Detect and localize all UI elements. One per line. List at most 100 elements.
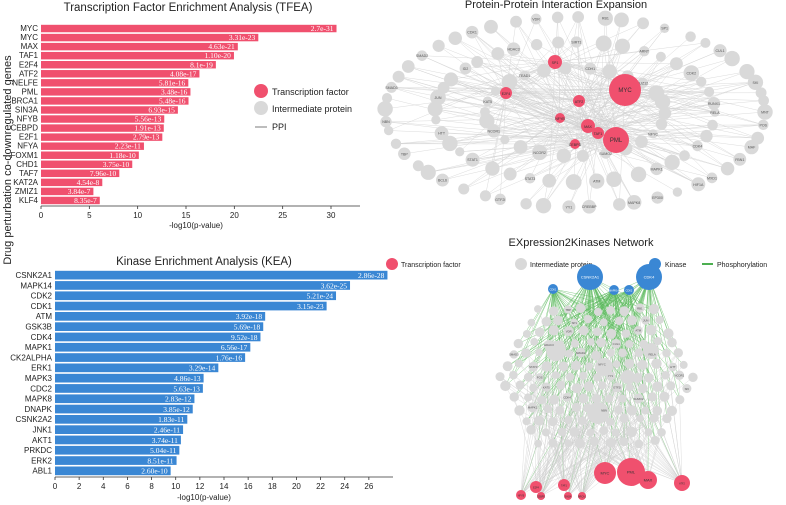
ppi-edge: [597, 81, 702, 134]
ppi-node: [696, 76, 707, 87]
x2k-node: [578, 325, 589, 336]
ppi-edge: [391, 87, 580, 102]
ppi-node: [380, 116, 392, 128]
x2k-node: [651, 358, 662, 369]
x2k-node: [645, 324, 657, 336]
x2k-ppi-edge: [540, 432, 616, 497]
x2k-node-label: HTT: [670, 365, 676, 369]
x2k-node-label: ATM: [635, 329, 641, 333]
ppi-node-label: GTF2I: [495, 198, 505, 202]
x2k-tf-label: BRCA1: [578, 496, 587, 499]
x2k-node: [612, 360, 621, 369]
value-label: 6.93e-15: [148, 106, 175, 115]
ppi-node: [491, 47, 505, 61]
ppi-node-label: HDAC3: [508, 48, 520, 52]
ppi-edge: [505, 92, 678, 193]
bar-dnapk: [55, 404, 193, 414]
ppi-tf-node: [592, 127, 604, 139]
x2k-ppi-edge: [526, 333, 542, 497]
ppi-edge: [465, 68, 576, 145]
x2k-node: [502, 361, 513, 372]
value-label: 5.21e-24: [307, 292, 334, 301]
ppi-tf-node: [603, 127, 629, 153]
x2k-node-label: NBN: [601, 408, 607, 412]
x2k-node: [606, 348, 615, 357]
x2k-node-label: NCOR1: [674, 373, 684, 377]
ppi-edge: [398, 76, 599, 134]
x2k-phospho-edge: [613, 289, 625, 378]
x2k-legend-node-swatch: [515, 258, 527, 270]
bar-chd1: [41, 160, 133, 168]
x2k-tf-node: [594, 462, 616, 484]
ppi-node: [655, 118, 668, 130]
ppi-legend: Transcription factor Intermediate protei…: [254, 84, 352, 132]
category-label: ABL1: [32, 467, 52, 476]
x2k-node: [636, 414, 644, 423]
ppi-node-label: KAT5: [483, 100, 492, 104]
value-label: 3.29e-14: [189, 364, 216, 373]
ppi-node-label: SUZ12: [637, 81, 648, 85]
ppi-edge: [576, 41, 599, 134]
x2k-node-label: SUMO2: [633, 397, 643, 401]
ppi-node: [480, 106, 490, 117]
x2k-node: [513, 338, 524, 349]
x2k-phospho-edge: [648, 276, 671, 386]
value-label: 5.63e-13: [173, 384, 200, 393]
x2k-node-label: SKI: [685, 387, 690, 391]
ppi-node: [430, 89, 446, 106]
x2k-node: [592, 327, 602, 336]
ppi-edge: [578, 100, 758, 139]
x2k-node: [666, 381, 676, 391]
x2k-node: [551, 371, 560, 379]
x2k-node: [641, 406, 650, 415]
x2k-node: [657, 428, 666, 437]
kea-chart: Kinase Enrichment Analysis (KEA) CSNK2A1…: [10, 256, 393, 502]
x2k-node: [633, 393, 644, 404]
x-tick-label: 20: [292, 482, 301, 491]
ppi-node: [501, 74, 518, 90]
ppi-tf-label: E2F4: [502, 92, 511, 96]
x2k-node: [659, 391, 670, 402]
x2k-node: [632, 372, 643, 383]
ppi-edge: [493, 117, 561, 132]
x2k-node: [627, 315, 637, 326]
x2k-node: [570, 339, 580, 348]
ppi-node: [672, 187, 683, 197]
bar-ck2alpha: [55, 353, 246, 362]
x2k-node: [626, 426, 638, 438]
ppi-edge: [578, 23, 644, 102]
x2k-kinase-label: CSNK2A1: [581, 275, 600, 280]
ppi-edge: [422, 55, 556, 63]
ppi-edge: [554, 50, 645, 63]
ppi-node: [757, 104, 773, 120]
ppi-edge: [450, 79, 576, 145]
ppi-node: [448, 31, 462, 45]
x2k-node: [621, 370, 635, 384]
ppi-node-label: SKI: [753, 81, 759, 85]
x2k-node: [587, 402, 609, 424]
ppi-tf-label: CEBPD: [569, 143, 582, 147]
ppi-edge: [385, 121, 617, 141]
x2k-node: [570, 318, 579, 327]
ppi-node: [685, 31, 696, 42]
ppi-node: [506, 42, 521, 56]
category-label: NFYB: [17, 115, 38, 124]
x2k-node: [606, 305, 615, 315]
ppi-node-label: SUMO2: [599, 152, 612, 156]
ppi-node: [630, 166, 647, 183]
x2k-node-label: GTF2I: [613, 386, 621, 390]
ppi-node: [530, 39, 543, 51]
ppi-node-label: CUL1: [715, 49, 724, 53]
x2k-node: [585, 362, 594, 371]
ppi-edge: [465, 68, 599, 134]
ppi-edge: [487, 101, 561, 119]
ppi-edge: [471, 32, 561, 119]
ppi-node: [465, 25, 479, 39]
x2k-ppi-edge: [533, 366, 569, 497]
x2k-kinase-node: [577, 264, 603, 290]
ppi-node: [589, 173, 605, 189]
ppi-node: [552, 36, 565, 49]
x2k-node: [522, 417, 531, 426]
value-label: 4.08e-17: [170, 69, 197, 78]
